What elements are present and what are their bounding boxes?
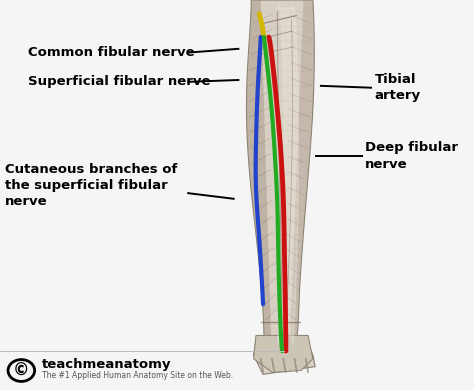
Text: Cutaneous branches of
the superficial fibular
nerve: Cutaneous branches of the superficial fi…	[5, 163, 177, 208]
Polygon shape	[254, 335, 313, 372]
Polygon shape	[246, 0, 271, 335]
Text: Deep fibular
nerve: Deep fibular nerve	[365, 142, 458, 170]
Text: teachmeanatomy: teachmeanatomy	[42, 358, 171, 371]
Text: ©: ©	[13, 362, 29, 379]
Polygon shape	[290, 0, 314, 335]
Polygon shape	[246, 0, 315, 374]
Text: The #1 Applied Human Anatomy Site on the Web.: The #1 Applied Human Anatomy Site on the…	[42, 370, 233, 380]
Text: Tibial
artery: Tibial artery	[374, 73, 420, 102]
Text: Common fibular nerve: Common fibular nerve	[28, 46, 195, 59]
Text: Superficial fibular nerve: Superficial fibular nerve	[28, 75, 211, 89]
